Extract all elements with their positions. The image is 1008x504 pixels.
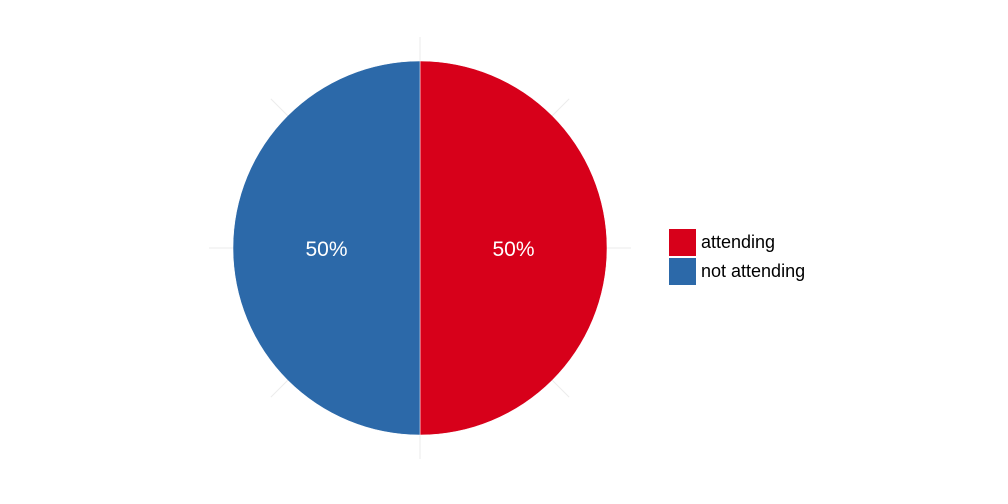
pie-slice-attending	[419, 60, 608, 436]
legend-item-attending: attending	[668, 228, 805, 257]
pie-slice-not-attending	[232, 60, 421, 436]
legend-item-not-attending: not attending	[668, 257, 805, 286]
legend-key-not-attending	[668, 257, 697, 286]
legend-key-attending	[668, 228, 697, 257]
legend-label-not-attending: not attending	[701, 261, 806, 281]
legend: attending not attending	[668, 228, 805, 286]
legend-label-attending: attending	[701, 232, 776, 252]
slice-label-attending: 50%	[492, 238, 534, 261]
slice-labels: 50% 50%	[305, 238, 534, 261]
pie-slices	[232, 60, 608, 436]
slice-label-not-attending: 50%	[305, 238, 347, 261]
